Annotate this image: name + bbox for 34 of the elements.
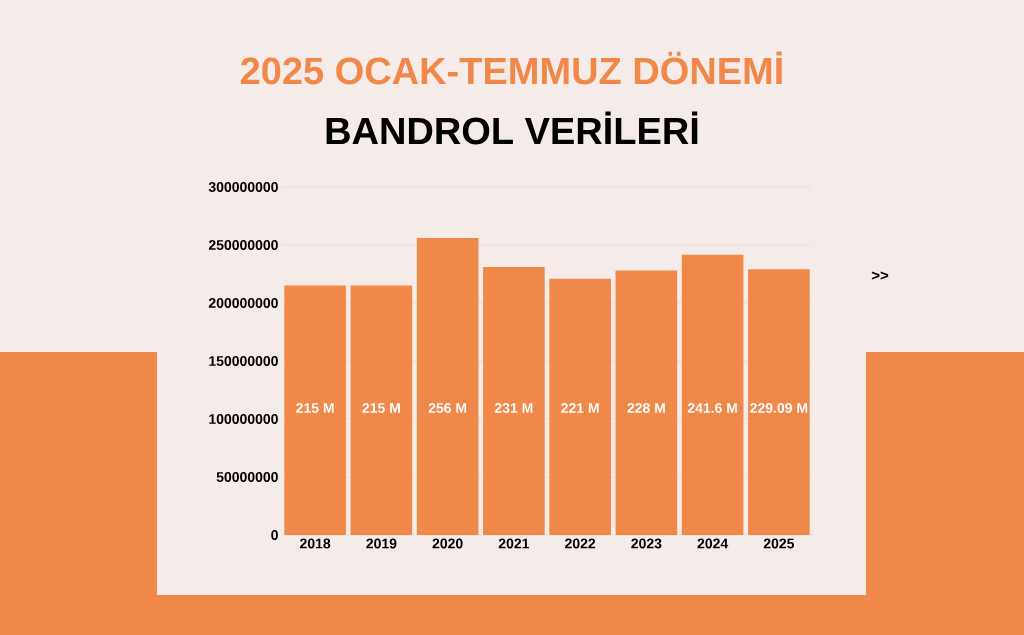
x-tick-label: 2018: [300, 538, 331, 549]
bar: [350, 285, 413, 535]
bar: [483, 267, 545, 535]
data-label: 215 M: [362, 403, 400, 413]
data-label: 229.09 M: [750, 403, 808, 413]
text: >>: [871, 271, 889, 280]
y-tick-label: 50000000: [216, 472, 278, 482]
y-tick-label: 300000000: [208, 182, 278, 192]
x-tick-label: 2024: [697, 538, 729, 549]
chart-title: 2025 OCAK-TEMMUZ DÖNEMİ: [240, 51, 782, 85]
y-tick-label: 250000000: [208, 240, 278, 250]
bar: [681, 254, 744, 535]
bar: [284, 285, 346, 535]
x-tick-label: 2021: [498, 538, 530, 549]
x-tick-label: 2019: [366, 538, 397, 549]
x-tick-label: 2020: [432, 538, 463, 549]
y-tick-label: 200000000: [208, 298, 278, 308]
x-tick-label: 2022: [565, 538, 596, 549]
x-tick-label: 2023: [631, 538, 662, 549]
bar: [416, 238, 479, 535]
y-tick-label: 100000000: [209, 414, 278, 424]
data-label: 231 M: [494, 403, 533, 413]
x-tick-label: 2025: [763, 538, 795, 549]
bar: [615, 270, 678, 535]
chart-subtitle: BANDROL VERİLERİ: [326, 111, 698, 145]
bar: [748, 269, 810, 535]
data-label: 215 M: [296, 403, 334, 413]
bar: [549, 278, 611, 535]
y-tick-label: 150000000: [209, 356, 278, 366]
data-label: 228 M: [627, 403, 665, 413]
data-label: 221 M: [561, 403, 599, 413]
data-label: 256 M: [428, 403, 467, 413]
data-label: 241.6 M: [687, 403, 737, 413]
y-tick-label: 0: [271, 530, 278, 540]
